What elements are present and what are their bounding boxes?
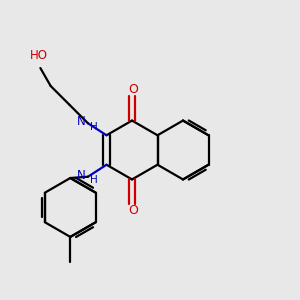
Text: HO: HO [30, 49, 48, 62]
Text: H: H [90, 122, 98, 132]
Text: H: H [90, 175, 98, 185]
Text: N: N [76, 116, 85, 128]
Text: O: O [129, 204, 139, 217]
Text: O: O [129, 83, 139, 96]
Text: N: N [76, 169, 85, 182]
